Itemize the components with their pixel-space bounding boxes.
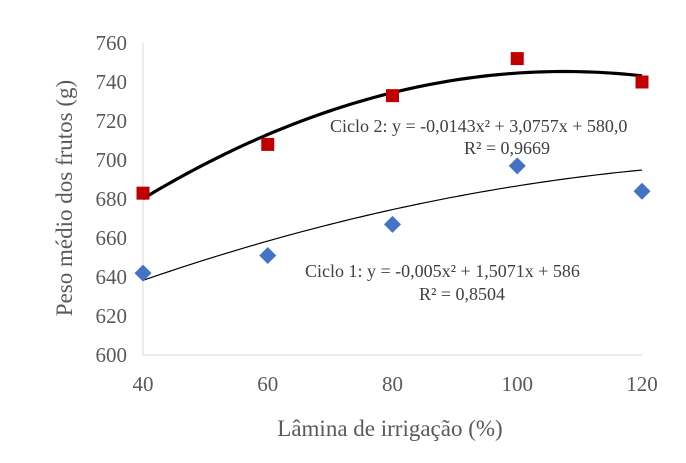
x-tick-label: 40 [133,372,154,396]
ciclo-1-point [508,157,526,175]
x-tick-labels: 40 60 80 100 120 [133,372,658,396]
y-tick-label: 740 [96,70,128,94]
y-tick-label: 720 [96,109,128,133]
ciclo-1-trendline [142,169,643,281]
x-axis-title: Lâmina de irrigação (%) [277,416,502,441]
ciclo-1-point [633,182,651,200]
data-points [134,52,651,282]
ciclo-2-point [510,52,524,66]
y-tick-label: 620 [96,304,128,328]
ciclo-1-point [384,215,401,233]
ciclo-2-point [136,186,150,200]
x-tick-label: 100 [502,372,534,396]
y-tick-label: 680 [96,187,128,211]
ciclo-2-equation: Ciclo 2: y = -0,0143x² + 3,0757x + 580,0 [330,116,627,136]
x-tick-label: 80 [382,372,403,396]
ciclo-2-point [261,137,275,151]
ciclo-1-point [259,247,277,265]
y-tick-label: 600 [96,343,128,367]
ciclo-1-equation: Ciclo 1: y = -0,005x² + 1,5071x + 586 [305,261,580,281]
y-tick-label: 640 [96,265,128,289]
ciclo-2-point [635,75,649,89]
x-tick-label: 120 [626,372,658,396]
y-tick-labels: 600 620 640 660 680 700 720 740 760 [96,31,128,367]
ciclo-2-r2: R² = 0,9669 [464,138,550,158]
y-tick-label: 760 [96,31,128,55]
x-tick-label: 60 [257,372,278,396]
y-axis-title: Peso médio dos frutos (g) [52,80,77,316]
ciclo-1-point [134,264,152,282]
trendlines [142,69,643,281]
ciclo-1-r2: R² = 0,8504 [419,284,505,304]
y-tick-label: 660 [96,226,128,250]
ciclo-2-point [386,89,399,103]
y-tick-label: 700 [96,148,128,172]
